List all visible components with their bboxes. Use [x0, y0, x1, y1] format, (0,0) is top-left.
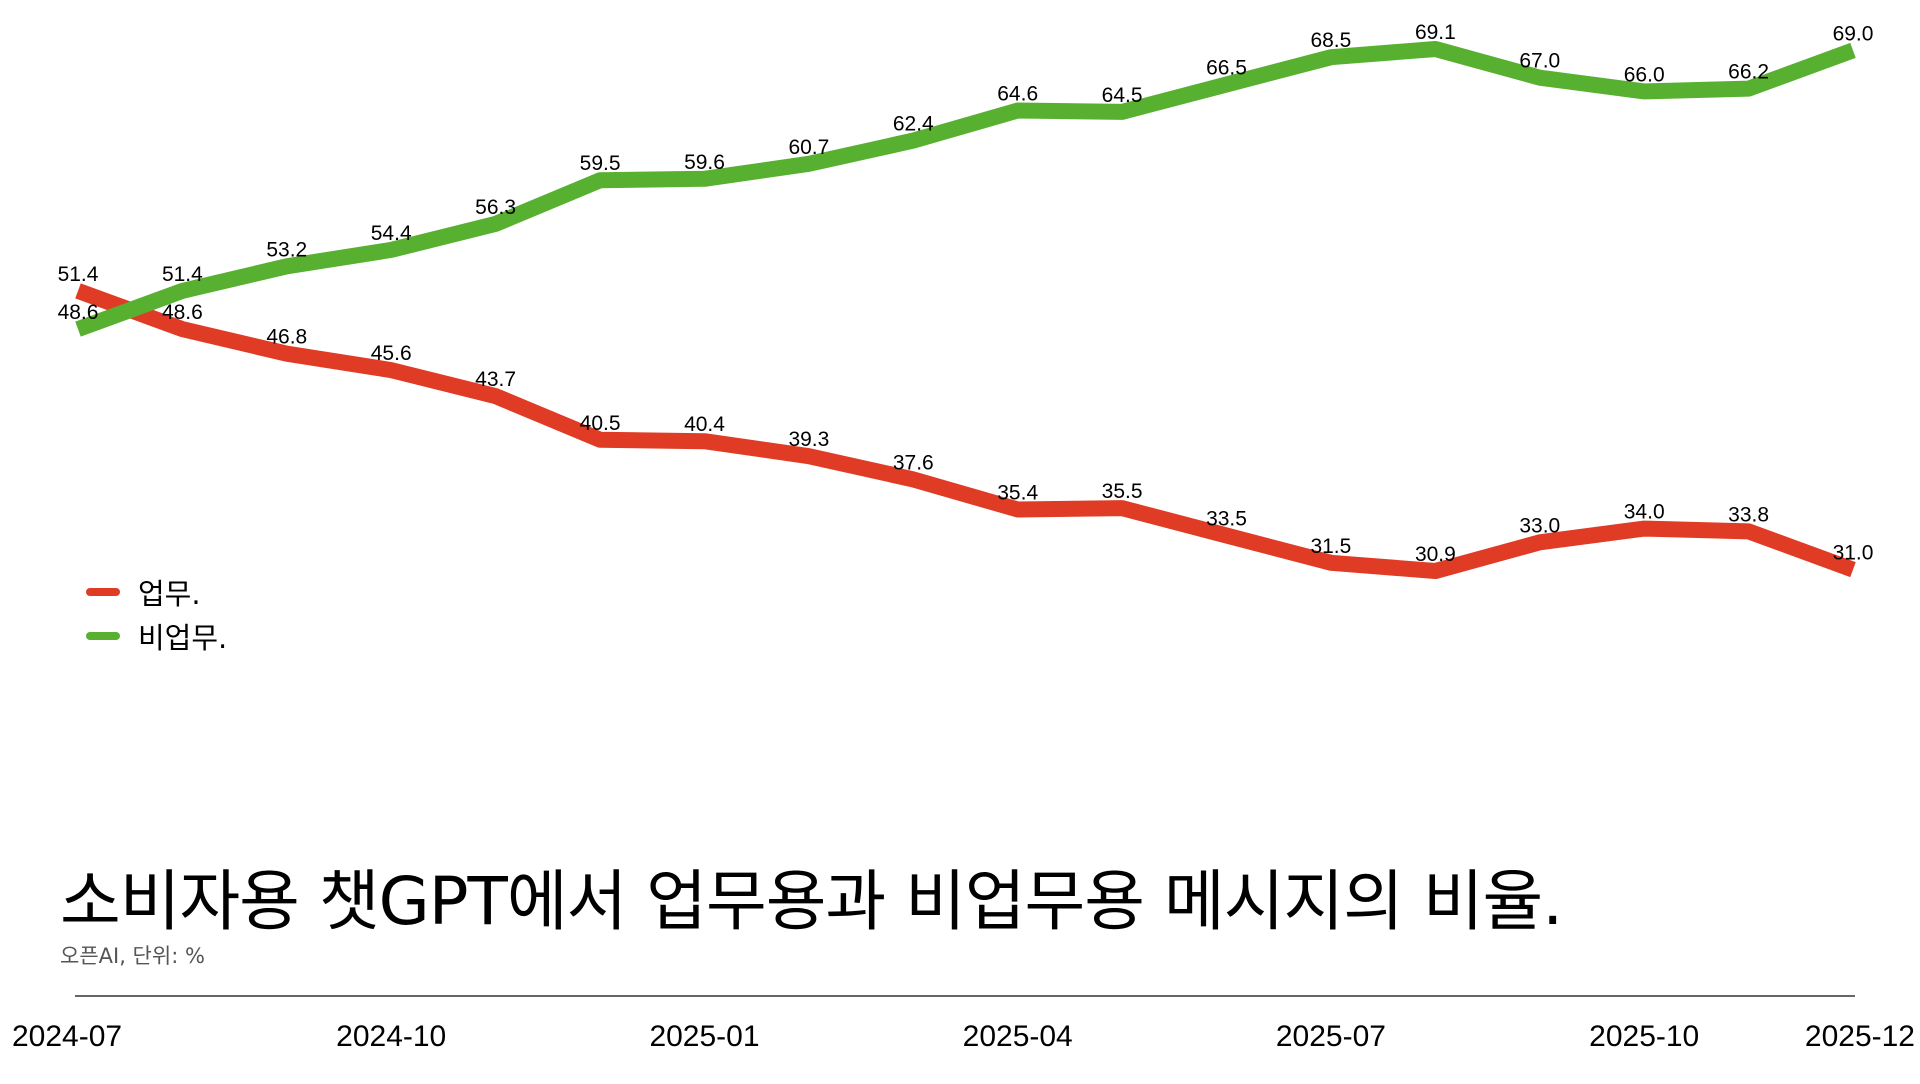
series-line-0 [75, 283, 1856, 579]
x-tick-label: 2024-10 [336, 1020, 446, 1053]
data-label: 40.5 [580, 412, 621, 435]
x-tick-label: 2025-01 [649, 1020, 759, 1053]
data-label: 40.4 [684, 413, 725, 436]
data-label: 30.9 [1415, 543, 1456, 566]
data-label: 45.6 [371, 342, 412, 365]
data-label: 35.5 [1102, 480, 1143, 503]
data-label: 51.4 [162, 263, 203, 286]
data-label: 69.0 [1833, 22, 1874, 45]
chart-source: 오픈AI, 단위: % [60, 944, 205, 968]
data-label: 68.5 [1310, 29, 1351, 52]
data-label: 37.6 [893, 451, 934, 474]
data-label: 69.1 [1415, 21, 1456, 44]
legend-swatch-work [86, 588, 120, 596]
data-label: 43.7 [475, 368, 516, 391]
data-label: 60.7 [788, 136, 829, 159]
data-label: 54.4 [371, 222, 412, 245]
data-label: 53.2 [266, 238, 307, 261]
data-label: 33.0 [1519, 514, 1560, 537]
data-label: 31.5 [1310, 535, 1351, 558]
data-label: 66.5 [1206, 57, 1247, 80]
x-tick-label: 2025-12 [1805, 1020, 1915, 1053]
data-label: 56.3 [475, 196, 516, 219]
legend-item-nonwork: 비업무. [86, 614, 227, 658]
data-label: 64.6 [997, 83, 1038, 106]
x-tick-label: 2025-07 [1276, 1020, 1386, 1053]
data-label: 33.8 [1728, 503, 1769, 526]
data-label: 66.0 [1624, 63, 1665, 86]
legend-swatch-nonwork [86, 632, 120, 640]
x-tick-label: 2024-07 [12, 1020, 122, 1053]
data-label: 33.5 [1206, 508, 1247, 531]
x-tick-label: 2025-04 [963, 1020, 1073, 1053]
data-label: 48.6 [58, 301, 99, 324]
x-tick-label: 2025-10 [1589, 1020, 1699, 1053]
data-label: 35.4 [997, 482, 1038, 505]
data-label: 51.4 [58, 263, 99, 286]
data-label: 31.0 [1833, 542, 1874, 565]
data-label: 67.0 [1519, 50, 1560, 73]
data-label: 66.2 [1728, 61, 1769, 84]
legend-label-nonwork: 비업무. [138, 621, 228, 655]
data-label: 34.0 [1624, 501, 1665, 524]
data-label: 62.4 [893, 113, 934, 136]
legend-item-work: 업무. [86, 570, 227, 614]
data-label: 39.3 [788, 428, 829, 451]
chart-title: 소비자용 챗GPT에서 업무용과 비업무용 메시지의 비율. [60, 863, 1563, 940]
data-label: 64.5 [1102, 84, 1143, 107]
legend: 업무. 비업무. [86, 570, 227, 658]
data-label: 46.8 [266, 326, 307, 349]
series-line-1 [75, 41, 1856, 337]
legend-label-work: 업무. [138, 577, 201, 611]
data-label: 48.6 [162, 301, 203, 324]
data-label: 59.6 [684, 151, 725, 174]
data-label: 59.5 [580, 152, 621, 175]
